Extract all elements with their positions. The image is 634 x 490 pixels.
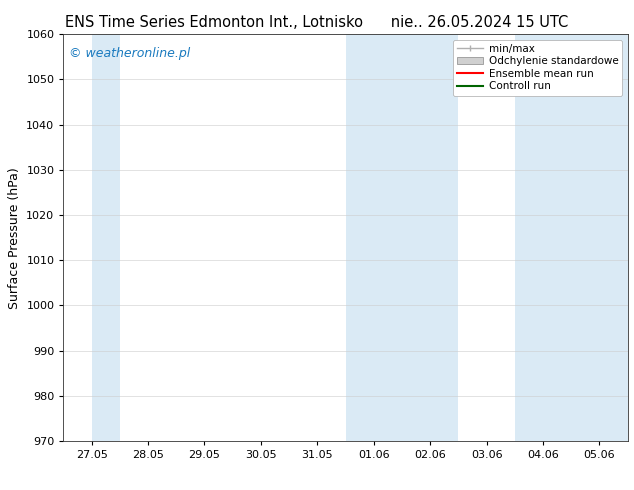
Bar: [91, 34, 120, 441]
Bar: [515, 34, 628, 441]
Bar: [346, 34, 458, 441]
Legend: min/max, Odchylenie standardowe, Ensemble mean run, Controll run: min/max, Odchylenie standardowe, Ensembl…: [453, 40, 623, 96]
Text: ENS Time Series Edmonton Int., Lotnisko      nie.. 26.05.2024 15 UTC: ENS Time Series Edmonton Int., Lotnisko …: [65, 15, 569, 30]
Text: © weatheronline.pl: © weatheronline.pl: [69, 47, 190, 59]
Y-axis label: Surface Pressure (hPa): Surface Pressure (hPa): [8, 167, 21, 309]
